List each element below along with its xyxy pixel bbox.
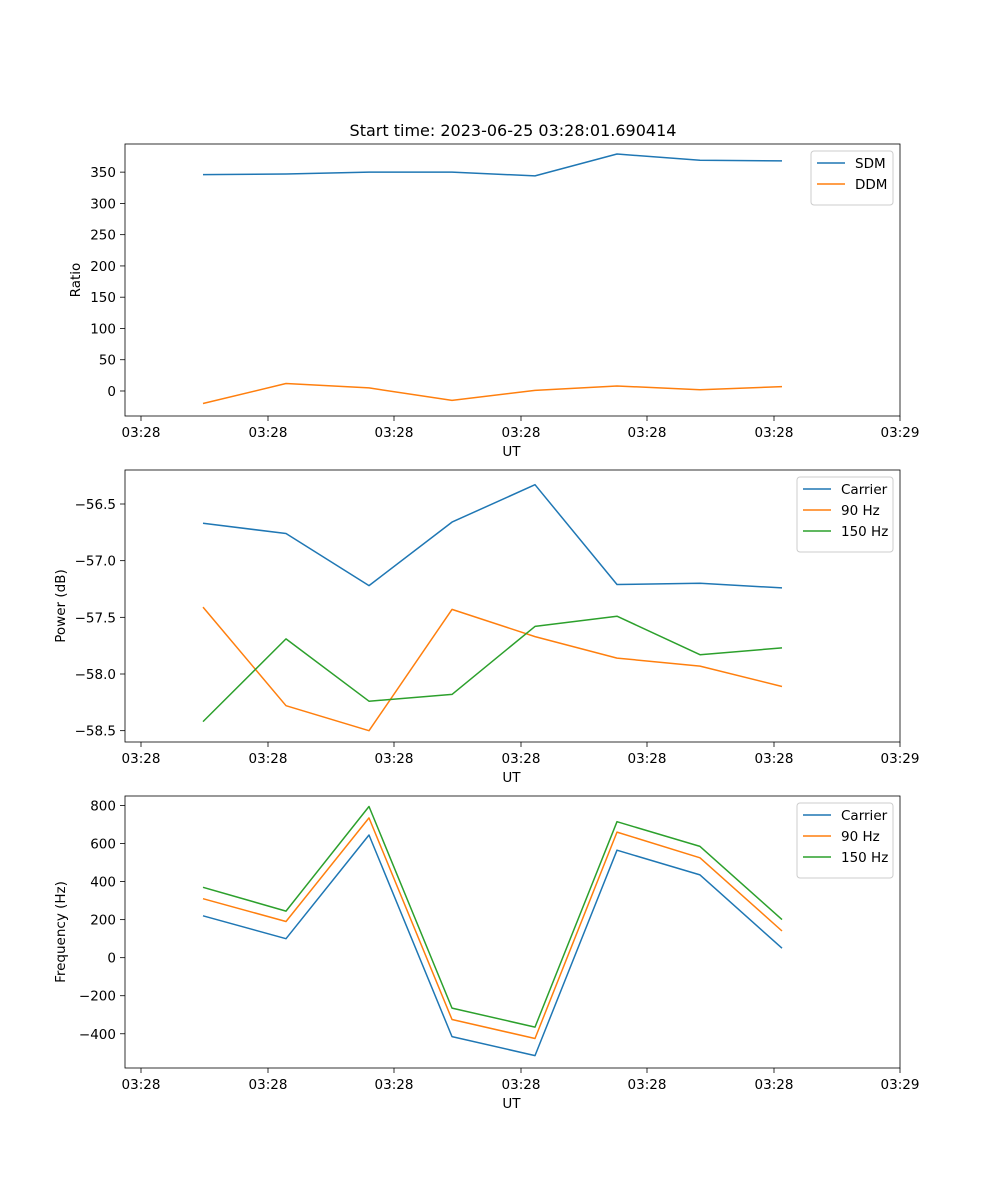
y-tick-label: 600 xyxy=(90,837,116,853)
y-tick-label: 200 xyxy=(90,913,116,929)
x-tick-label: 03:28 xyxy=(502,751,541,767)
x-tick-label: 03:28 xyxy=(375,751,414,767)
series-line-ddm xyxy=(202,382,783,405)
x-tick-label: 03:29 xyxy=(881,751,920,767)
legend-label: 90 Hz xyxy=(841,503,880,519)
y-axis-label: Frequency (Hz) xyxy=(53,881,69,983)
axes-frame xyxy=(124,795,901,1069)
y-tick-label: 250 xyxy=(90,228,116,244)
x-tick-label: 03:28 xyxy=(755,425,794,441)
y-tick-label: −57.5 xyxy=(75,610,116,626)
x-axis-label: UT xyxy=(502,770,521,786)
x-tick-label: 03:28 xyxy=(502,1077,541,1093)
y-tick-label: 400 xyxy=(90,875,116,891)
x-tick-label: 03:28 xyxy=(755,1077,794,1093)
y-axis-label: Ratio xyxy=(68,263,84,298)
legend: Carrier 90 Hz 150 Hz xyxy=(796,802,894,879)
y-tick-label: 200 xyxy=(90,259,116,275)
y-axis-label: Power (dB) xyxy=(53,569,69,642)
legend-label: SDM xyxy=(855,156,886,172)
legend-label: 90 Hz xyxy=(841,829,880,845)
x-tick-label: 03:28 xyxy=(628,1077,667,1093)
x-tick-label: 03:28 xyxy=(249,1077,288,1093)
y-tick-label: −58.5 xyxy=(75,724,116,740)
series-line-carrier xyxy=(202,483,783,589)
x-tick-label: 03:28 xyxy=(502,425,541,441)
series-line-90-hz xyxy=(202,606,783,732)
x-axis-label: UT xyxy=(502,444,521,460)
legend-label: 150 Hz xyxy=(841,524,888,540)
y-tick-label: 0 xyxy=(107,951,116,967)
legend-label: 150 Hz xyxy=(841,850,888,866)
x-tick-label: 03:28 xyxy=(375,425,414,441)
axes-frame xyxy=(124,143,901,417)
y-tick-label: −58.0 xyxy=(75,667,116,683)
axes-frame xyxy=(124,469,901,743)
legend-box xyxy=(796,802,894,879)
chart-1: 03:28 03:28 03:28 03:28 03:28 03:28 03:29 0 50 10… xyxy=(68,143,920,460)
chart-3: 03:28 03:28 03:28 03:28 03:28 03:28 03:29 −400 −… xyxy=(53,795,920,1112)
series-line-90-hz xyxy=(202,817,783,1040)
y-tick-label: −200 xyxy=(79,989,116,1005)
y-tick-label: −56.5 xyxy=(75,497,116,513)
legend-box xyxy=(810,150,894,206)
x-tick-label: 03:28 xyxy=(249,425,288,441)
x-tick-label: 03:28 xyxy=(122,751,161,767)
legend-label: Carrier xyxy=(841,482,888,498)
y-tick-label: 100 xyxy=(90,321,116,337)
series-line-sdm xyxy=(202,153,783,177)
y-tick-label: −57.0 xyxy=(75,554,116,570)
legend-label: DDM xyxy=(855,177,887,193)
figure-title: Start time: 2023-06-25 03:28:01.690414 xyxy=(350,121,677,140)
y-tick-label: 350 xyxy=(90,165,116,181)
x-tick-label: 03:28 xyxy=(249,751,288,767)
y-tick-label: 150 xyxy=(90,290,116,306)
y-tick-label: 0 xyxy=(107,384,116,400)
legend-label: Carrier xyxy=(841,808,888,824)
x-tick-label: 03:28 xyxy=(122,1077,161,1093)
y-tick-label: −400 xyxy=(79,1027,116,1043)
x-tick-label: 03:28 xyxy=(122,425,161,441)
x-tick-label: 03:28 xyxy=(628,751,667,767)
chart-2: 03:28 03:28 03:28 03:28 03:28 03:28 03:29 −58.5… xyxy=(53,469,920,786)
x-tick-label: 03:28 xyxy=(755,751,794,767)
series-line-150-hz xyxy=(202,805,783,1028)
y-tick-label: 300 xyxy=(90,196,116,212)
series-line-150-hz xyxy=(202,615,783,723)
legend: Carrier 90 Hz 150 Hz xyxy=(796,476,894,553)
x-tick-label: 03:29 xyxy=(881,425,920,441)
x-tick-label: 03:28 xyxy=(375,1077,414,1093)
y-tick-label: 800 xyxy=(90,799,116,815)
series-line-carrier xyxy=(202,834,783,1057)
y-tick-label: 50 xyxy=(99,353,116,369)
x-tick-label: 03:28 xyxy=(628,425,667,441)
legend-box xyxy=(796,476,894,553)
x-tick-label: 03:29 xyxy=(881,1077,920,1093)
x-axis-label: UT xyxy=(502,1096,521,1112)
legend: SDM DDM xyxy=(810,150,894,206)
